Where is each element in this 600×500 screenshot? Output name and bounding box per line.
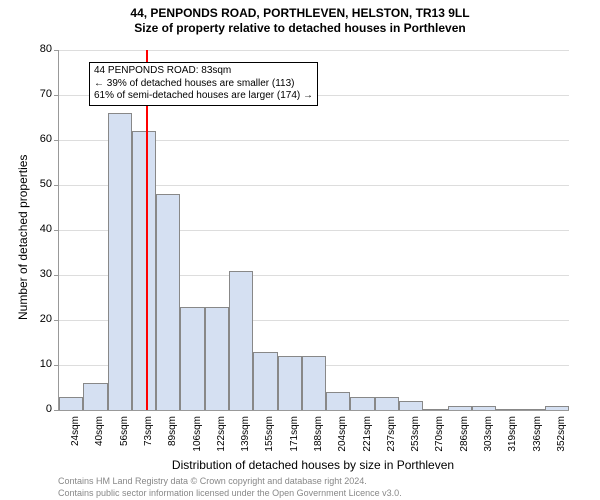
- histogram-bar: [278, 356, 302, 410]
- histogram-bar: [229, 271, 253, 411]
- xtick-label: 171sqm: [289, 416, 300, 466]
- annotation-line2: ← 39% of detached houses are smaller (11…: [94, 78, 313, 91]
- xtick-label: 303sqm: [483, 416, 494, 466]
- ytick-label: 30: [28, 268, 52, 280]
- histogram-bar: [253, 352, 277, 411]
- histogram-bar: [205, 307, 229, 411]
- ytick-mark: [54, 230, 58, 231]
- histogram-bar: [399, 401, 423, 410]
- xtick-label: 89sqm: [167, 416, 178, 466]
- xtick-label: 286sqm: [459, 416, 470, 466]
- ytick-label: 40: [28, 223, 52, 235]
- histogram-bar: [350, 397, 374, 411]
- histogram-bar: [448, 406, 472, 411]
- histogram-bar: [375, 397, 399, 411]
- histogram-bar: [472, 406, 496, 411]
- xtick-label: 122sqm: [216, 416, 227, 466]
- histogram-bar: [545, 406, 569, 411]
- annotation-line1: 44 PENPONDS ROAD: 83sqm: [94, 65, 313, 78]
- ytick-mark: [54, 95, 58, 96]
- ytick-mark: [54, 320, 58, 321]
- ytick-label: 20: [28, 313, 52, 325]
- histogram-bar: [423, 409, 447, 410]
- xtick-label: 237sqm: [386, 416, 397, 466]
- chart-title-line2: Size of property relative to detached ho…: [0, 21, 600, 36]
- xtick-label: 352sqm: [556, 416, 567, 466]
- xtick-label: 319sqm: [507, 416, 518, 466]
- annotation-line3: 61% of semi-detached houses are larger (…: [94, 90, 313, 103]
- ytick-mark: [54, 275, 58, 276]
- xtick-label: 204sqm: [337, 416, 348, 466]
- plot-area: 44 PENPONDS ROAD: 83sqm← 39% of detached…: [58, 50, 569, 411]
- histogram-bar: [59, 397, 83, 411]
- histogram-bar: [520, 409, 544, 410]
- chart-title-line1: 44, PENPONDS ROAD, PORTHLEVEN, HELSTON, …: [0, 0, 600, 21]
- ytick-label: 10: [28, 358, 52, 370]
- histogram-bar: [83, 383, 107, 410]
- ytick-mark: [54, 410, 58, 411]
- footer-line2: Contains public sector information licen…: [58, 488, 402, 500]
- ytick-label: 60: [28, 133, 52, 145]
- xtick-label: 188sqm: [313, 416, 324, 466]
- histogram-bar: [156, 194, 180, 410]
- xtick-label: 253sqm: [410, 416, 421, 466]
- xtick-label: 270sqm: [434, 416, 445, 466]
- ytick-mark: [54, 50, 58, 51]
- histogram-bar: [496, 409, 520, 410]
- footer-line1: Contains HM Land Registry data © Crown c…: [58, 476, 402, 488]
- ytick-label: 50: [28, 178, 52, 190]
- ytick-label: 0: [28, 403, 52, 415]
- xtick-label: 73sqm: [143, 416, 154, 466]
- histogram-bar: [108, 113, 132, 410]
- annotation-box: 44 PENPONDS ROAD: 83sqm← 39% of detached…: [89, 62, 318, 106]
- xtick-label: 106sqm: [192, 416, 203, 466]
- histogram-bar: [326, 392, 350, 410]
- ytick-mark: [54, 140, 58, 141]
- ytick-mark: [54, 185, 58, 186]
- xtick-label: 336sqm: [532, 416, 543, 466]
- chart-container: 44, PENPONDS ROAD, PORTHLEVEN, HELSTON, …: [0, 0, 600, 500]
- xtick-label: 155sqm: [264, 416, 275, 466]
- gridline: [59, 50, 569, 51]
- footer-attribution: Contains HM Land Registry data © Crown c…: [58, 476, 402, 499]
- ytick-mark: [54, 365, 58, 366]
- histogram-bar: [302, 356, 326, 410]
- ytick-label: 70: [28, 88, 52, 100]
- xtick-label: 40sqm: [94, 416, 105, 466]
- xtick-label: 56sqm: [119, 416, 130, 466]
- xtick-label: 24sqm: [70, 416, 81, 466]
- xtick-label: 221sqm: [362, 416, 373, 466]
- histogram-bar: [180, 307, 204, 411]
- ytick-label: 80: [28, 43, 52, 55]
- histogram-bar: [132, 131, 156, 410]
- xtick-label: 139sqm: [240, 416, 251, 466]
